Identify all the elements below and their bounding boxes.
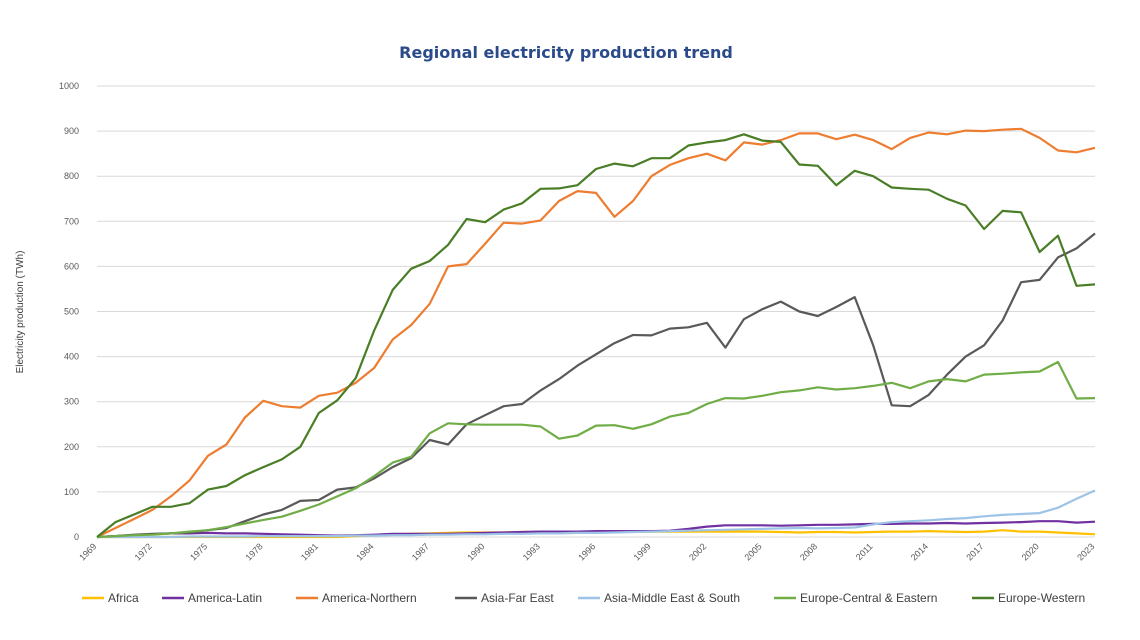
y-tick-label: 0 — [74, 532, 79, 542]
x-tick-label: 1993 — [521, 541, 542, 562]
x-tick-label: 1984 — [354, 541, 375, 562]
series-lines — [96, 127, 1096, 539]
y-tick-label: 1000 — [59, 81, 79, 91]
x-tick-label: 1987 — [410, 541, 431, 562]
x-tick-label: 1996 — [576, 541, 597, 562]
x-tick-label: 1981 — [299, 541, 320, 562]
x-tick-label: 1999 — [632, 541, 653, 562]
x-tick-label: 1972 — [133, 541, 154, 562]
legend-label: Europe-Central & Eastern — [800, 591, 937, 605]
series-line-america-northern — [96, 127, 1096, 538]
series-line-asia-middle-east-south — [97, 489, 1096, 539]
series-line-europe-western — [96, 133, 1096, 538]
y-tick-label: 100 — [64, 487, 79, 497]
x-tick-label: 2005 — [743, 541, 764, 562]
x-tick-label: 2002 — [687, 541, 708, 562]
legend: Africa America-Latin America-Northern Asia-… — [82, 591, 1085, 605]
legend-label: Asia-Middle East & South — [604, 591, 740, 605]
y-tick-label: 700 — [64, 216, 79, 226]
x-tick-label: 2011 — [854, 541, 875, 562]
legend-label: America-Latin — [188, 591, 262, 605]
legend-label: Africa — [108, 591, 139, 605]
x-tick-label: 1969 — [77, 541, 98, 562]
y-tick-label: 200 — [64, 442, 79, 452]
x-tick-label: 1978 — [244, 541, 265, 562]
series-line-america-latin — [96, 520, 1096, 539]
series-line-europe-central-eastern — [96, 360, 1096, 539]
x-tick-label: 2023 — [1075, 541, 1096, 562]
x-tick-label: 1990 — [465, 541, 486, 562]
y-axis-title: Electricity production (TWh) — [15, 251, 26, 374]
gridlines — [97, 85, 1095, 538]
y-tick-label: 600 — [64, 261, 79, 271]
series-line-asia-far-east — [96, 232, 1096, 539]
chart-title: Regional electricity production trend — [399, 43, 733, 62]
x-tick-label: 2008 — [798, 541, 819, 562]
legend-label: America-Northern — [322, 591, 417, 605]
x-tick-label: 1975 — [188, 541, 209, 562]
x-axis-ticks: 1969 1972 1975 1978 1981 1984 1987 1990 1993 1996… — [77, 541, 1096, 562]
x-tick-label: 2014 — [909, 541, 930, 562]
y-tick-label: 800 — [64, 171, 79, 181]
y-tick-label: 300 — [64, 397, 79, 407]
y-tick-label: 400 — [64, 352, 79, 362]
y-tick-label: 500 — [64, 307, 79, 317]
legend-label: Asia-Far East — [481, 591, 554, 605]
y-tick-label: 900 — [64, 126, 79, 136]
y-axis-ticks: 0 100 200 300 400 500 600 700 800 900 1000 — [59, 81, 79, 542]
x-tick-label: 2020 — [1020, 541, 1041, 562]
x-tick-label: 2017 — [964, 541, 985, 562]
legend-label: Europe-Western — [998, 591, 1085, 605]
